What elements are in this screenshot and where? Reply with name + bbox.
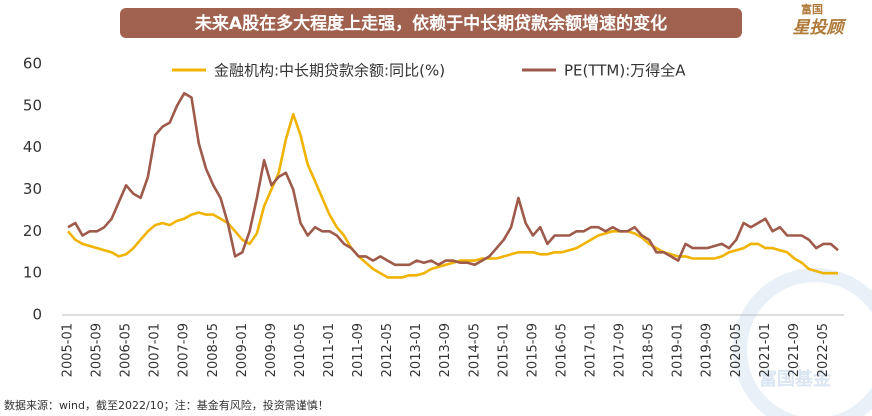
y-tick-label: 30 bbox=[23, 180, 42, 198]
x-tick-label: 2019-01 bbox=[671, 323, 686, 377]
x-tick-label: 2013-01 bbox=[409, 323, 424, 377]
x-tick-label: 2014-05 bbox=[467, 323, 482, 377]
x-tick-label: 2005-09 bbox=[90, 323, 105, 377]
x-tick-label: 2012-05 bbox=[380, 323, 395, 377]
x-tick-label: 2007-09 bbox=[177, 323, 192, 377]
y-tick-label: 60 bbox=[23, 55, 42, 73]
x-tick-label: 2010-05 bbox=[293, 323, 308, 377]
watermark-ring bbox=[733, 268, 872, 416]
chart-title: 未来A股在多大程度上走强，依赖于中长期贷款余额增速的变化 bbox=[194, 13, 667, 34]
x-tick-label: 2007-01 bbox=[148, 323, 163, 377]
title-banner bbox=[120, 8, 742, 38]
x-tick-label: 2015-09 bbox=[525, 323, 540, 377]
x-tick-label: 2019-09 bbox=[700, 323, 715, 377]
series-line bbox=[67, 112, 838, 279]
legend-label: PE(TTM):万得全A bbox=[564, 62, 686, 80]
x-tick-label: 2011-09 bbox=[351, 323, 366, 377]
watermark: 富国基金 bbox=[759, 368, 832, 390]
source-note: 数据来源：wind，截至2022/10；注：基金有风险，投资需谨慎！ bbox=[4, 398, 329, 412]
x-tick-label: 2006-05 bbox=[119, 323, 134, 377]
x-tick-label: 2005-01 bbox=[61, 323, 76, 377]
logo-main: 星投顾 bbox=[793, 18, 847, 38]
x-tick-label: 2011-01 bbox=[322, 323, 337, 377]
x-tick-label: 2013-09 bbox=[438, 323, 453, 377]
y-tick-label: 20 bbox=[23, 222, 42, 240]
logo-top: 富国 bbox=[801, 2, 823, 16]
y-tick-label: 50 bbox=[23, 96, 42, 114]
series-line bbox=[67, 92, 839, 267]
y-tick-label: 40 bbox=[23, 138, 42, 156]
x-tick-label: 2021-01 bbox=[758, 323, 773, 377]
y-tick-label: 10 bbox=[23, 264, 42, 282]
x-tick-label: 2018-05 bbox=[642, 323, 657, 377]
x-tick-label: 2021-09 bbox=[787, 323, 802, 377]
x-tick-label: 2020-05 bbox=[729, 323, 744, 377]
y-tick-label: 0 bbox=[32, 306, 42, 324]
x-tick-label: 2009-01 bbox=[235, 323, 250, 377]
legend-label: 金融机构:中长期贷款余额:同比(%) bbox=[214, 62, 445, 80]
x-tick-label: 2016-05 bbox=[554, 323, 569, 377]
x-tick-label: 2017-01 bbox=[584, 323, 599, 377]
x-tick-label: 2008-05 bbox=[206, 323, 221, 377]
x-tick-label: 2022-05 bbox=[816, 323, 831, 377]
x-tick-label: 2017-09 bbox=[613, 323, 628, 377]
x-tick-label: 2015-01 bbox=[496, 323, 511, 377]
x-tick-label: 2009-09 bbox=[264, 323, 279, 377]
